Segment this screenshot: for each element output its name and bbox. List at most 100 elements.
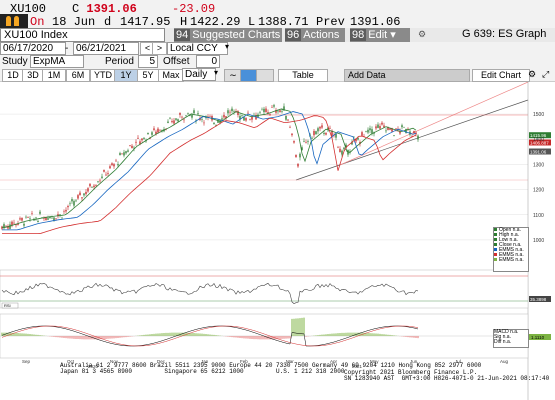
candle-body [129,145,131,147]
range-button-max[interactable]: Max [158,69,184,82]
edit-button[interactable]: 98 Edit ▾ [350,28,410,42]
candle-body [205,117,207,119]
candle-body [115,160,117,162]
candle-body [137,137,139,139]
candle-body [5,225,7,227]
footer: Australia 61 2 9777 8600 Brazil 5511 239… [60,363,481,375]
expand-icon[interactable]: ⤢ [542,69,550,79]
frequency-chevron-icon[interactable]: ▾ [214,68,219,77]
study-select[interactable]: ExpMA [30,55,84,68]
candle-body [297,163,299,167]
next-period-button[interactable]: > [152,42,167,55]
candle-body [339,148,341,153]
settings-icon[interactable]: ⚙ [418,29,427,39]
price-tags: 1415.96 1406.887 1391.06 [529,132,551,155]
rsi-frame [0,269,529,309]
signal-line [1,325,419,347]
range-button-5y[interactable]: 5Y [137,69,159,82]
footer-line3: Copyright 2021 Bloomberg Finance L.P. [344,369,478,376]
candle-body [71,199,73,202]
candle-body [189,115,191,116]
candle-body [39,211,41,214]
d-label: d [104,15,112,29]
price-tag-bg [529,132,551,139]
candle-body [287,119,289,121]
low-value: 1388.71 [258,15,309,29]
range-button-6m[interactable]: 6M [66,69,90,82]
candle-body [327,127,329,130]
candle-body [97,181,99,182]
range-button-1y[interactable]: 1Y [114,69,138,82]
candle-body [291,133,293,136]
candle-body [357,137,359,140]
candle-body [17,223,19,225]
range-button-1d[interactable]: 1D [2,69,24,82]
candle-body [101,176,103,178]
range-button-3d[interactable]: 3D [22,69,44,82]
year-label: 2020 [88,364,99,369]
candle-body [77,195,79,199]
candle-body [29,218,31,220]
macd-legend-entry: Diff n.a. [494,339,512,345]
candle-body [3,224,5,229]
macd-value-tag [529,334,551,340]
suggested-charts-button[interactable]: 94 Suggested Charts [174,28,282,42]
candle-body [67,206,69,208]
candle-body [75,200,77,202]
legend-label: EMMS n.a. [499,247,524,253]
candle-body [233,111,235,112]
candle-body [343,147,345,150]
candle-body [61,217,63,219]
candle-body [379,126,381,129]
gear-icon[interactable]: ⚙ [528,69,537,79]
quote-date: 18 Jun [52,15,96,29]
security-input[interactable]: XU100 Index [0,28,165,42]
candle-body [395,128,397,130]
candle-body [127,150,129,152]
candle-body [315,131,317,135]
table-button[interactable]: Table [278,69,328,82]
candle-body [43,218,45,219]
candle-body [177,119,179,122]
chevron-down-icon[interactable]: ▾ [225,42,230,51]
edit-label: Edit [368,29,388,41]
rsi-value-tag [529,296,551,302]
candle-body [35,217,37,219]
range-button-ytd[interactable]: YTD [90,69,116,82]
candle-body [323,132,325,134]
chart-type-candle-icon[interactable] [256,69,274,82]
candle-body [91,187,93,188]
currency-select[interactable]: Local CCY [167,42,228,55]
x-tick-label: Aug [500,359,509,364]
edit-chart-button[interactable]: Edit Chart [472,69,530,82]
candle-body [285,115,287,120]
legend-label: High n.a. [499,232,520,238]
end-date-input[interactable]: 06/21/2021 [73,42,139,55]
candle-body [279,110,281,113]
legend-entry: Low n.a. [494,238,528,243]
rsi-label-box [1,302,19,309]
offset-input[interactable]: 0 [196,55,220,68]
candle-body [413,130,415,134]
legend-label: Open n.a. [499,227,521,233]
candle-body [57,214,59,217]
price-tag-label: 1406.887 [530,140,549,145]
candle-body [179,112,181,115]
candle-body [371,129,373,134]
candle-body [175,118,177,120]
add-data-input[interactable]: Add Data [344,69,470,82]
candle-body [393,135,395,136]
x-tick-label: Sep [22,359,31,364]
legend-swatch [494,243,497,247]
candle-body [289,126,291,128]
range-button-1m[interactable]: 1M [42,69,66,82]
frequency-select[interactable]: Daily [182,68,216,81]
period-label: Period [105,56,134,67]
candle-body [55,218,57,219]
footer-line2: Japan 81 3 4565 8900 Singapore 65 6212 1… [60,368,345,375]
candle-body [53,217,55,221]
candle-body [13,222,15,224]
period-input[interactable]: 5 [138,55,158,68]
start-date-input[interactable]: 06/17/2020 [0,42,66,55]
